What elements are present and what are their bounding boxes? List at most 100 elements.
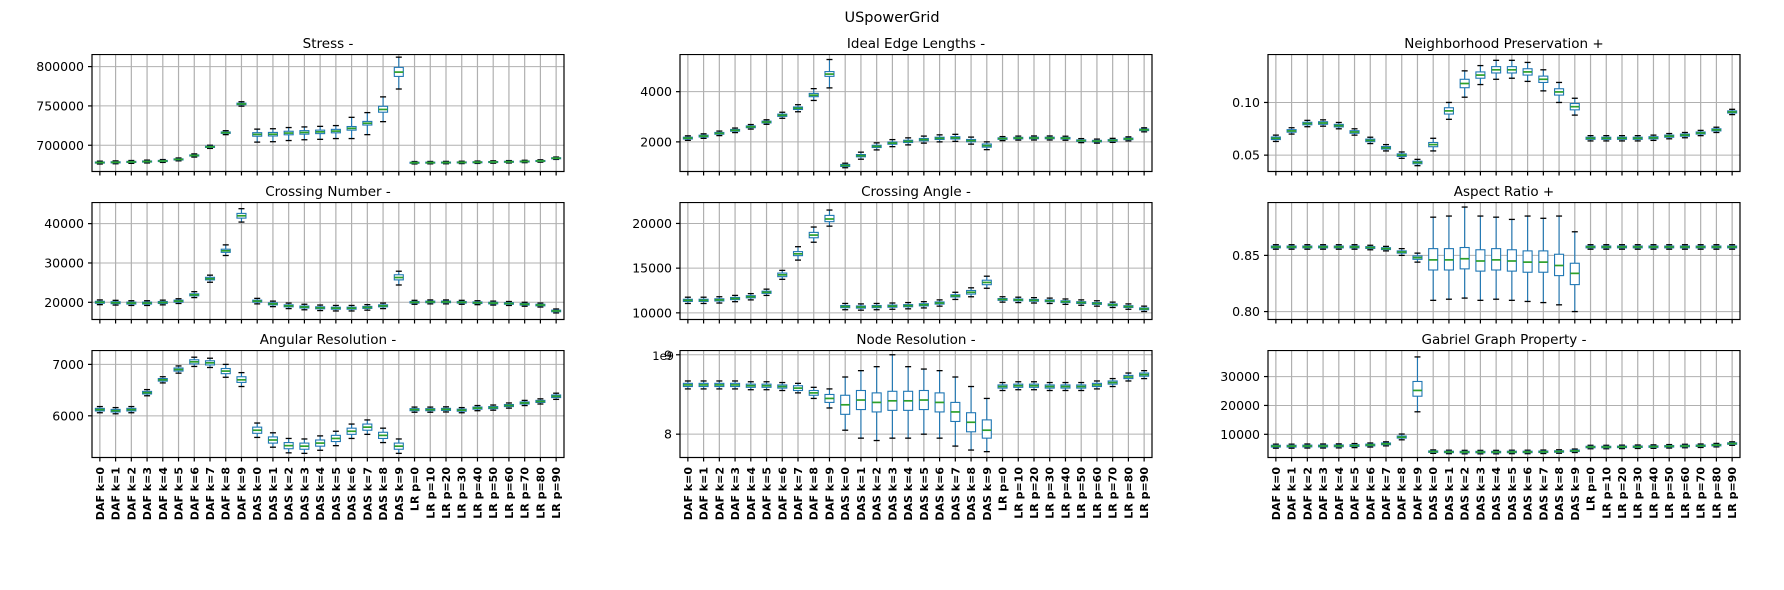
svg-text:DAF k=4: DAF k=4 — [745, 467, 758, 521]
svg-text:DAS k=9: DAS k=9 — [981, 467, 994, 521]
svg-text:DAF k=8: DAF k=8 — [220, 467, 233, 520]
svg-text:DAF k=5: DAF k=5 — [173, 467, 186, 520]
boxplot-canvas-neighborhood-preservation: 0.05 0.10 — [1232, 54, 1741, 176]
svg-text:700000: 700000 — [36, 138, 84, 153]
svg-text:2000: 2000 — [640, 134, 672, 149]
svg-text:DAF k=7: DAF k=7 — [792, 467, 805, 520]
subplot-stress: Stress - 700000 750000 800000 — [4, 34, 592, 180]
svg-text:LR p=90: LR p=90 — [1138, 467, 1151, 519]
svg-text:LR p=90: LR p=90 — [1726, 467, 1739, 519]
svg-text:DAS k=9: DAS k=9 — [1569, 467, 1582, 521]
svg-text:DAS k=6: DAS k=6 — [934, 467, 947, 521]
svg-text:40000: 40000 — [44, 216, 84, 231]
svg-text:DAF k=1: DAF k=1 — [1286, 467, 1299, 520]
svg-text:DAF k=6: DAF k=6 — [776, 467, 789, 521]
svg-text:DAS k=3: DAS k=3 — [1474, 467, 1487, 521]
svg-text:15000: 15000 — [632, 261, 672, 276]
boxplot-canvas-stress: 700000 750000 800000 — [36, 54, 565, 176]
svg-text:DAS k=2: DAS k=2 — [1459, 467, 1472, 521]
svg-text:DAS k=8: DAS k=8 — [1553, 467, 1566, 521]
subplot-title: Neighborhood Preservation + — [1404, 36, 1604, 52]
svg-text:DAF k=7: DAF k=7 — [1380, 467, 1393, 520]
svg-text:DAS k=8: DAS k=8 — [377, 467, 390, 521]
svg-text:DAS k=9: DAS k=9 — [393, 467, 406, 521]
svg-text:DAS k=5: DAS k=5 — [1506, 467, 1519, 521]
svg-text:DAS k=6: DAS k=6 — [346, 467, 359, 521]
svg-text:LR p=50: LR p=50 — [1075, 467, 1088, 519]
subplot-grid: Stress - 700000 750000 800000 Ideal Edge L… — [0, 34, 1784, 580]
svg-text:DAF k=2: DAF k=2 — [713, 467, 726, 520]
svg-text:LR p=20: LR p=20 — [1028, 467, 1041, 519]
boxplot-canvas-ideal-edge-lengths: 2000 4000 — [640, 54, 1153, 176]
svg-text:LR p=0: LR p=0 — [997, 467, 1010, 511]
svg-text:DAF k=3: DAF k=3 — [729, 467, 742, 520]
svg-text:DAS k=3: DAS k=3 — [298, 467, 311, 521]
svg-text:DAF k=4: DAF k=4 — [157, 467, 170, 521]
svg-text:LR p=80: LR p=80 — [534, 467, 547, 519]
svg-text:LR p=50: LR p=50 — [487, 467, 500, 519]
svg-text:10000: 10000 — [1220, 427, 1260, 442]
boxplot-canvas-crossing-angle: 10000 15000 20000 — [632, 202, 1153, 324]
svg-text:6000: 6000 — [52, 408, 84, 423]
svg-text:9: 9 — [664, 350, 672, 362]
subplot-title: Angular Resolution - — [259, 332, 397, 348]
subplot-ideal-edge-lengths: Ideal Edge Lengths - 2000 4000 — [592, 34, 1180, 180]
svg-text:LR p=20: LR p=20 — [1616, 467, 1629, 519]
svg-text:LR p=70: LR p=70 — [519, 467, 532, 519]
svg-text:DAF k=2: DAF k=2 — [1301, 467, 1314, 520]
svg-text:LR p=30: LR p=30 — [1632, 467, 1645, 519]
svg-text:LR p=10: LR p=10 — [1012, 467, 1025, 519]
svg-text:DAF k=5: DAF k=5 — [761, 467, 774, 520]
svg-text:0.85: 0.85 — [1232, 248, 1260, 263]
svg-text:LR p=90: LR p=90 — [550, 467, 563, 519]
svg-text:DAS k=7: DAS k=7 — [361, 467, 374, 521]
svg-text:DAS k=5: DAS k=5 — [330, 467, 343, 521]
svg-text:DAF k=8: DAF k=8 — [808, 467, 821, 520]
svg-text:DAS k=7: DAS k=7 — [1537, 467, 1550, 521]
subplot-title: Crossing Angle - — [861, 184, 971, 200]
svg-text:DAS k=0: DAS k=0 — [251, 467, 264, 521]
svg-text:DAF k=0: DAF k=0 — [682, 467, 695, 521]
svg-text:LR p=0: LR p=0 — [1585, 467, 1598, 511]
svg-text:LR p=80: LR p=80 — [1122, 467, 1135, 519]
svg-text:DAS k=4: DAS k=4 — [902, 467, 915, 521]
svg-text:LR p=60: LR p=60 — [1679, 467, 1692, 519]
subplot-title: Crossing Number - — [265, 184, 391, 200]
svg-text:DAF k=2: DAF k=2 — [125, 467, 138, 520]
svg-text:DAF k=7: DAF k=7 — [204, 467, 217, 520]
svg-text:LR p=60: LR p=60 — [503, 467, 516, 519]
svg-text:DAF k=5: DAF k=5 — [1349, 467, 1362, 520]
svg-text:DAS k=3: DAS k=3 — [886, 467, 899, 521]
svg-text:800000: 800000 — [36, 59, 84, 74]
svg-text:DAS k=7: DAS k=7 — [949, 467, 962, 521]
subplot-crossing-angle: Crossing Angle - 10000 15000 20000 — [592, 182, 1180, 328]
subplot-gabriel-graph-property: Gabriel Graph Property - 10000 20000 30000… — [1180, 330, 1768, 580]
svg-text:8: 8 — [664, 427, 672, 442]
svg-text:DAF k=4: DAF k=4 — [1333, 467, 1346, 521]
svg-text:LR p=30: LR p=30 — [456, 467, 469, 519]
svg-text:DAF k=1: DAF k=1 — [110, 467, 123, 520]
svg-text:DAF k=9: DAF k=9 — [1411, 467, 1424, 520]
svg-text:20000: 20000 — [44, 295, 84, 310]
subplot-angular-resolution: Angular Resolution - 6000 7000 DAF k=0 DAF … — [4, 330, 592, 580]
svg-text:10000: 10000 — [632, 305, 672, 320]
svg-text:30000: 30000 — [44, 255, 84, 270]
subplot-crossing-number: Crossing Number - 20000 30000 40000 — [4, 182, 592, 328]
boxplot-canvas-crossing-number: 20000 30000 40000 — [44, 202, 565, 324]
svg-text:DAS k=4: DAS k=4 — [314, 467, 327, 521]
svg-text:DAF k=9: DAF k=9 — [823, 467, 836, 520]
subplot-title: Stress - — [302, 36, 354, 52]
svg-text:DAF k=8: DAF k=8 — [1396, 467, 1409, 520]
svg-text:30000: 30000 — [1220, 369, 1260, 384]
svg-text:4000: 4000 — [640, 84, 672, 99]
svg-text:0.10: 0.10 — [1232, 95, 1260, 110]
subplot-title: Node Resolution - — [856, 332, 976, 348]
svg-text:DAF k=3: DAF k=3 — [1317, 467, 1330, 520]
svg-text:DAS k=0: DAS k=0 — [1427, 467, 1440, 521]
svg-text:DAS k=1: DAS k=1 — [1443, 467, 1456, 521]
svg-text:20000: 20000 — [632, 216, 672, 231]
svg-text:1e9: 1e9 — [652, 350, 674, 363]
svg-text:20000: 20000 — [1220, 398, 1260, 413]
